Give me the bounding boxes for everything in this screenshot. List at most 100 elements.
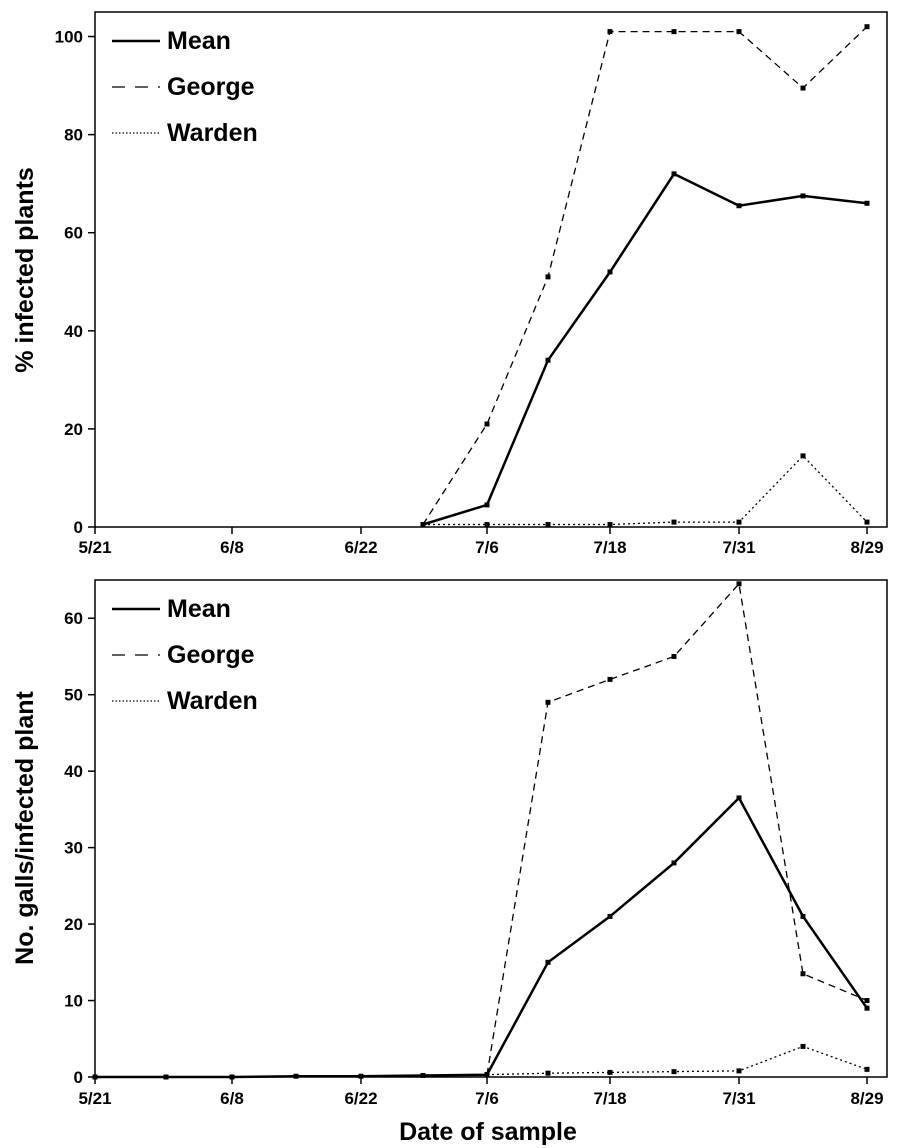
data-point [736,1068,742,1074]
x-tick-label: 5/21 [78,538,111,557]
plot-frame [94,579,888,1078]
data-point [484,1072,490,1078]
series-line-warden [486,1045,868,1076]
legend-label-warden: Warden [167,119,258,147]
data-point [484,522,490,528]
x-tick-label: 6/8 [220,1089,244,1108]
data-point [545,274,551,280]
data-point [420,1072,426,1078]
series-line-mean [422,172,868,526]
y-tick-label: 10 [64,992,83,1011]
x-tick-label: 7/18 [593,1089,626,1108]
data-point [671,29,677,35]
chart-panel-2: 0 10 20 30 40 50 60 5/21 6/8 6/22 7/6 7/18 7/31 8/29 N… [11,579,888,1146]
series-warden [484,1043,870,1078]
legend-label-mean: Mean [167,27,231,55]
legend-label-george: George [167,73,255,101]
x-tick-label: 6/8 [220,538,244,557]
data-point [671,860,677,866]
x-tick-label: 7/31 [722,1089,755,1108]
data-point [864,200,870,206]
data-point [736,581,742,587]
data-point [607,522,613,528]
data-point [736,519,742,525]
series-line-george [422,26,868,525]
data-point [607,913,613,919]
series-mean [420,171,870,528]
data-point [607,1069,613,1075]
data-point [607,29,613,35]
legend-label-warden: Warden [167,687,258,715]
x-tick-label: 7/18 [593,538,626,557]
data-point [800,453,806,459]
data-point [864,519,870,525]
series-line-mean [95,795,869,1079]
series-george [484,581,870,1078]
data-point [800,1043,806,1049]
series-george [420,24,870,528]
legend-label-george: George [167,641,255,669]
data-point [293,1073,299,1079]
data-point [800,85,806,91]
y-tick-label: 80 [64,126,83,145]
y-tick-label: 50 [64,686,83,705]
data-point [484,421,490,427]
data-point [671,519,677,525]
legend: Mean George Warden [112,27,258,147]
data-point [736,203,742,209]
data-point [864,24,870,30]
series-mean [92,795,870,1080]
data-point [671,171,677,177]
legend-label-mean: Mean [167,595,231,623]
x-tick-label: 6/22 [344,538,377,557]
data-point [92,1074,98,1080]
data-point [607,676,613,682]
y-tick-label: 20 [64,420,83,439]
x-tick-label: 8/29 [850,538,883,557]
data-point [420,522,426,528]
data-point [545,522,551,528]
data-point [545,1070,551,1076]
data-point [800,971,806,977]
x-tick-label: 7/31 [722,538,755,557]
data-point [545,357,551,363]
x-axis-title: Date of sample [399,1118,577,1146]
x-tick-label: 8/29 [850,1089,883,1108]
data-point [800,193,806,199]
y-tick-label: 20 [64,915,83,934]
data-point [163,1074,169,1080]
data-point [864,1066,870,1072]
x-tick-label: 5/21 [78,1089,111,1108]
data-point [358,1073,364,1079]
y-tick-label: 40 [64,322,83,341]
y-tick-label: 30 [64,839,83,858]
data-point [671,1069,677,1075]
chart-panel-1: 0 20 40 60 80 100 5/21 6/8 6/22 7/6 7/18 7/31 8/29 % … [11,11,888,557]
series-warden [420,453,870,528]
data-point [736,29,742,35]
plot-frame [94,11,888,528]
y-tick-label: 0 [74,518,83,537]
x-tick-label: 7/6 [475,538,499,557]
y-tick-label: 40 [64,762,83,781]
x-tick-label: 6/22 [344,1089,377,1108]
data-point [671,653,677,659]
data-point [800,913,806,919]
y-axis-title: No. galls/infected plant [11,691,39,965]
data-point [736,795,742,801]
data-point [545,699,551,705]
y-tick-label: 0 [74,1068,83,1087]
series-line-george [486,582,868,1075]
x-tick-label: 7/6 [475,1089,499,1108]
y-tick-label: 60 [64,224,83,243]
data-point [545,959,551,965]
data-point [229,1074,235,1080]
data-point [484,502,490,508]
series-line-warden [423,454,868,526]
y-axis-title: % infected plants [11,167,39,373]
legend: Mean George Warden [112,595,258,715]
data-point [864,1005,870,1011]
data-point [864,998,870,1004]
data-point [607,269,613,275]
